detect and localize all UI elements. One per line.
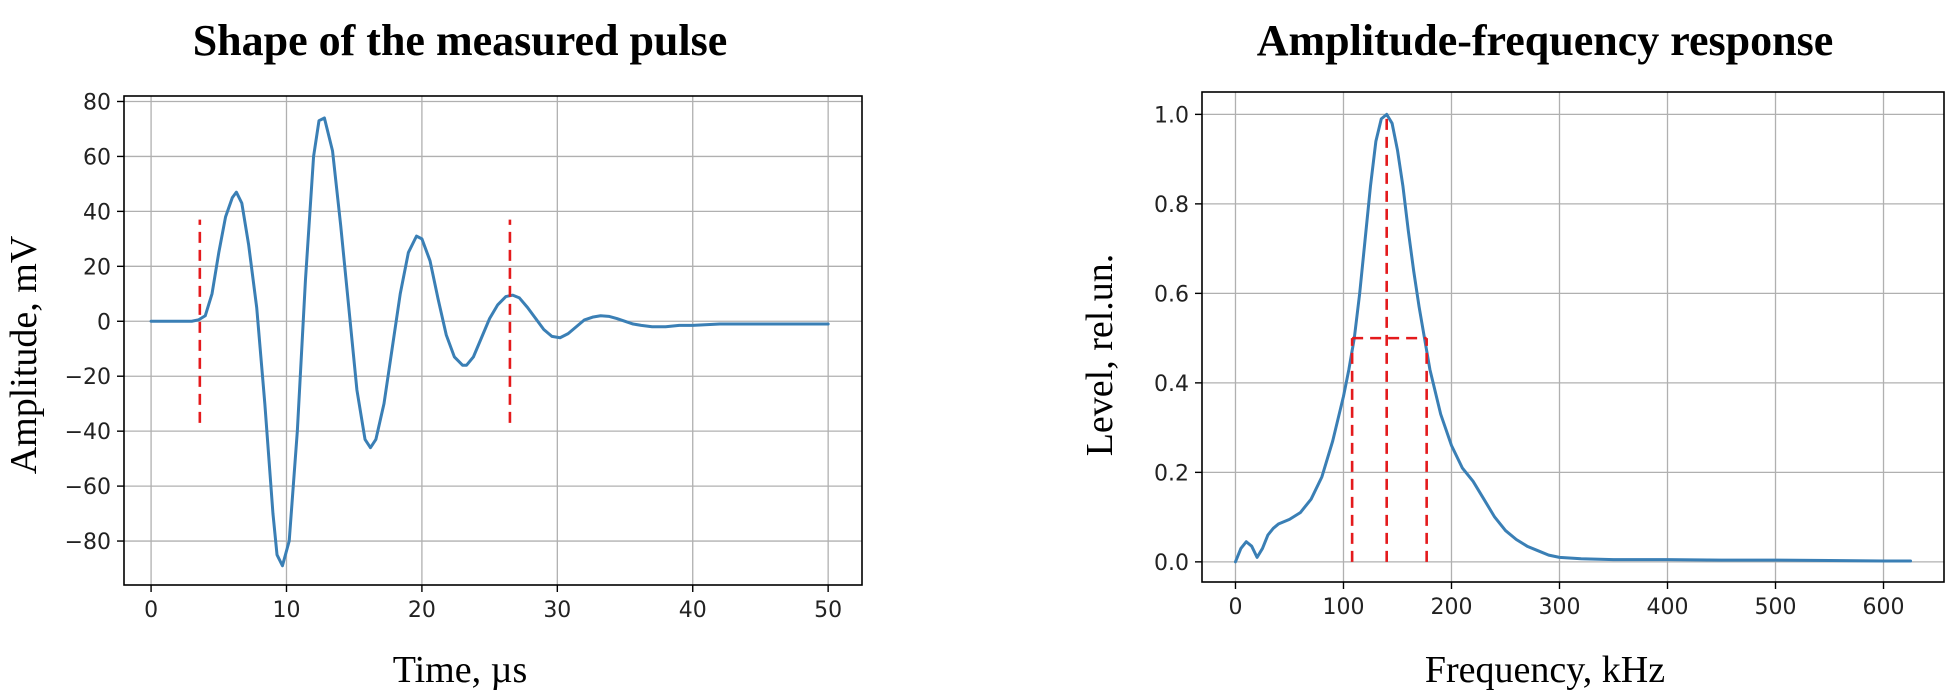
chart-title: Shape of the measured pulse (193, 16, 728, 65)
y-tick-label: 0.4 (1154, 372, 1189, 397)
grid (124, 96, 862, 585)
plot-frame (1201, 91, 1945, 583)
chart-frequency-response: Amplitude-frequency response Frequency, … (1079, 16, 1945, 691)
y-tick-label: 0.8 (1154, 193, 1189, 218)
y-tick-label: 0 (97, 310, 111, 335)
y-tick-label: −60 (65, 475, 111, 500)
y-tick-label: 0.2 (1154, 461, 1189, 486)
axis-ticks: 0 10 20 30 40 50 −80 −60 −40 −20 0 20 40 60 80 (65, 90, 843, 623)
y-tick-label: 0.0 (1154, 551, 1189, 576)
y-tick-label: 20 (83, 255, 111, 280)
x-tick-label: 40 (679, 598, 707, 623)
y-tick-label: −20 (65, 365, 111, 390)
x-tick-label: 100 (1322, 595, 1364, 620)
x-tick-label: 200 (1430, 595, 1472, 620)
x-tick-label: 500 (1755, 595, 1797, 620)
plot-frame (123, 95, 863, 586)
x-tick-label: 50 (814, 598, 842, 623)
y-axis-label: Level, rel.un. (1079, 254, 1121, 457)
x-tick-label: 300 (1538, 595, 1580, 620)
x-tick-label: 0 (1228, 595, 1242, 620)
x-axis-label: Time, µs (393, 649, 528, 691)
y-tick-label: 1.0 (1154, 103, 1189, 128)
grid (1202, 92, 1944, 582)
x-axis-label: Frequency, kHz (1425, 649, 1665, 691)
series-line (1233, 112, 1913, 564)
y-tick-label: 60 (83, 145, 111, 170)
x-tick-label: 600 (1863, 595, 1905, 620)
x-tick-label: 400 (1647, 595, 1689, 620)
series-line (149, 116, 830, 568)
y-tick-label: 80 (83, 90, 111, 115)
x-tick-label: 10 (272, 598, 300, 623)
x-tick-label: 20 (408, 598, 436, 623)
y-tick-label: −40 (65, 420, 111, 445)
chart-pulse-shape: Shape of the measured pulse Time, µs Amp… (3, 16, 863, 691)
y-tick-label: 40 (83, 200, 111, 225)
x-tick-label: 0 (144, 598, 158, 623)
axis-ticks: 0 100 200 300 400 500 600 0.0 0.2 0.4 0.6 0.8 1.0 (1154, 103, 1905, 620)
y-tick-label: −80 (65, 530, 111, 555)
y-tick-label: 0.6 (1154, 282, 1189, 307)
y-axis-label: Amplitude, mV (3, 235, 45, 474)
x-tick-label: 30 (543, 598, 571, 623)
chart-title: Amplitude-frequency response (1257, 16, 1834, 65)
